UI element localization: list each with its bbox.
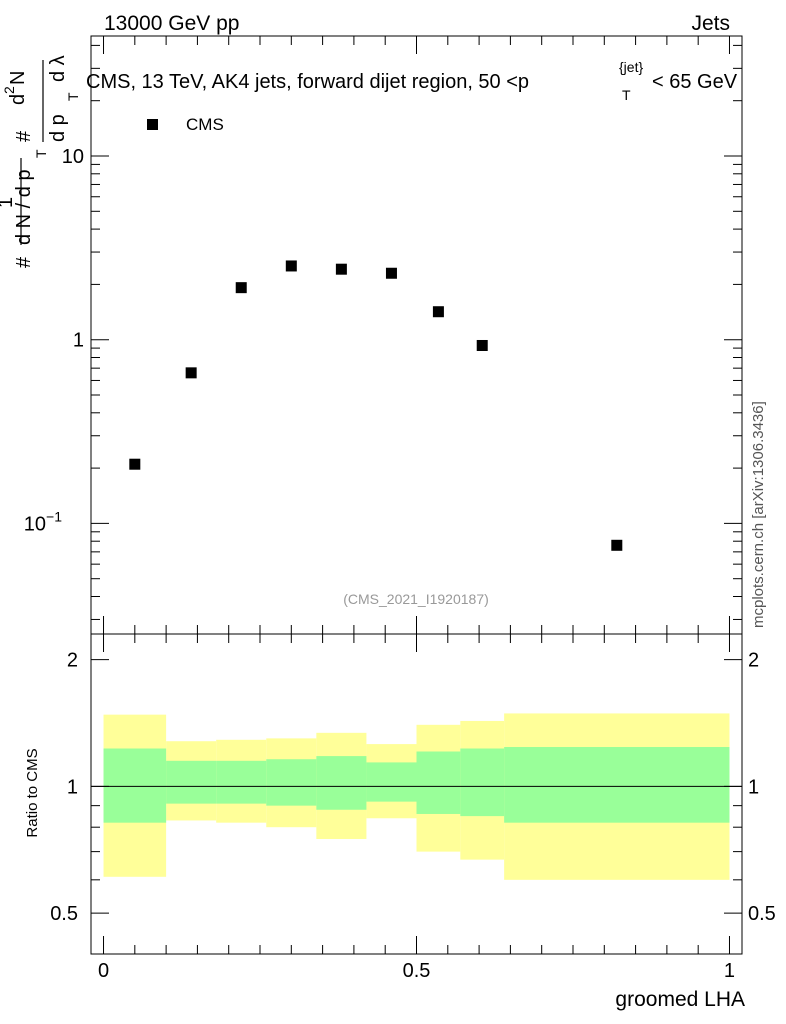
y-tick-label: 10−1 [24, 508, 62, 535]
ylabel-num-d: d [7, 94, 29, 105]
data-point [476, 339, 488, 351]
ylabel-den: d N / d p [13, 169, 35, 245]
y-tick-label-base: 10 [24, 513, 46, 535]
data-markers [129, 260, 623, 551]
stat-uncertainty-band [316, 756, 367, 810]
analysis-watermark: (CMS_2021_I1920187) [343, 591, 489, 607]
ratio-y-tick-label-right: 0.5 [748, 903, 776, 925]
ylabel-one: 1 [0, 197, 17, 208]
x-tick-label: 1 [724, 960, 735, 982]
ylabel-lambda: d λ [47, 55, 69, 82]
ratio-y-tick-label-left: 1 [67, 776, 78, 798]
stat-uncertainty-band [504, 747, 730, 823]
ylabel-den2-T: T [65, 92, 81, 101]
stat-uncertainty-band [166, 760, 217, 804]
ylabel-hash-1: # [13, 256, 35, 268]
data-point [432, 306, 444, 318]
ratio-y-tick-label-right: 2 [748, 650, 759, 672]
ratio-ticks [91, 634, 742, 955]
title-superscript: {jet} [619, 59, 643, 75]
main-y-label: # d N / d p T 1 # d p T d λ d 2 N [0, 55, 81, 268]
data-point [285, 260, 297, 272]
stat-uncertainty-band [216, 760, 267, 804]
category-label: Jets [691, 12, 730, 35]
data-point [185, 367, 197, 379]
ratio-y-label: Ratio to CMS [24, 748, 41, 837]
x-tick-label: 0 [98, 960, 109, 982]
ratio-y-tick-label-left: 2 [67, 650, 78, 672]
data-point [611, 539, 623, 551]
stat-uncertainty-band [366, 762, 417, 802]
ylabel-den2: d p [47, 114, 69, 142]
mcplots-credit: mcplots.cern.ch [arXiv:1306.3436] [750, 401, 767, 628]
ratio-y-tick-label-left: 0.5 [50, 903, 78, 925]
ratio-tick-labels: 0.5 0.5 1 1 2 2 0 0.5 1 [50, 650, 776, 982]
x-tick-label: 0.5 [403, 960, 431, 982]
ylabel-num-sq: 2 [1, 86, 17, 94]
ratio-y-tick-label-right: 1 [748, 776, 759, 798]
ylabel-num-N: N [7, 71, 29, 85]
main-ticks [91, 36, 742, 634]
title-text-after: < 65 GeV [652, 71, 738, 93]
y-tick-label: 1 [73, 330, 84, 352]
data-point [385, 267, 397, 279]
stat-uncertainty-band [103, 748, 167, 823]
legend-label-cms: CMS [186, 115, 224, 134]
data-point [335, 263, 347, 275]
stat-uncertainty-band [266, 759, 317, 806]
title-subscript: T [622, 87, 631, 103]
ratio-panel: 0.5 0.5 1 1 2 2 0 0.5 1 Ratio to CMS groomed LHA [24, 633, 776, 1011]
ylabel-den-T: T [33, 149, 49, 158]
plot-title: CMS, 13 TeV, AK4 jets, forward dijet reg… [86, 71, 529, 93]
title-text-before: CMS, 13 TeV, AK4 jets, forward dijet reg… [86, 71, 529, 93]
y-tick-label-exponent: −1 [46, 508, 62, 524]
ylabel-hash-2: # [13, 130, 35, 142]
data-point [129, 458, 141, 470]
x-axis-label: groomed LHA [615, 988, 745, 1011]
stat-uncertainty-band [416, 751, 461, 814]
energy-label: 13000 GeV pp [104, 12, 239, 35]
uncertainty-bands [103, 713, 730, 880]
data-point [235, 282, 247, 294]
y-tick-label: 10 [62, 146, 84, 168]
legend-marker-cms [147, 119, 158, 130]
stat-uncertainty-band [460, 748, 505, 817]
